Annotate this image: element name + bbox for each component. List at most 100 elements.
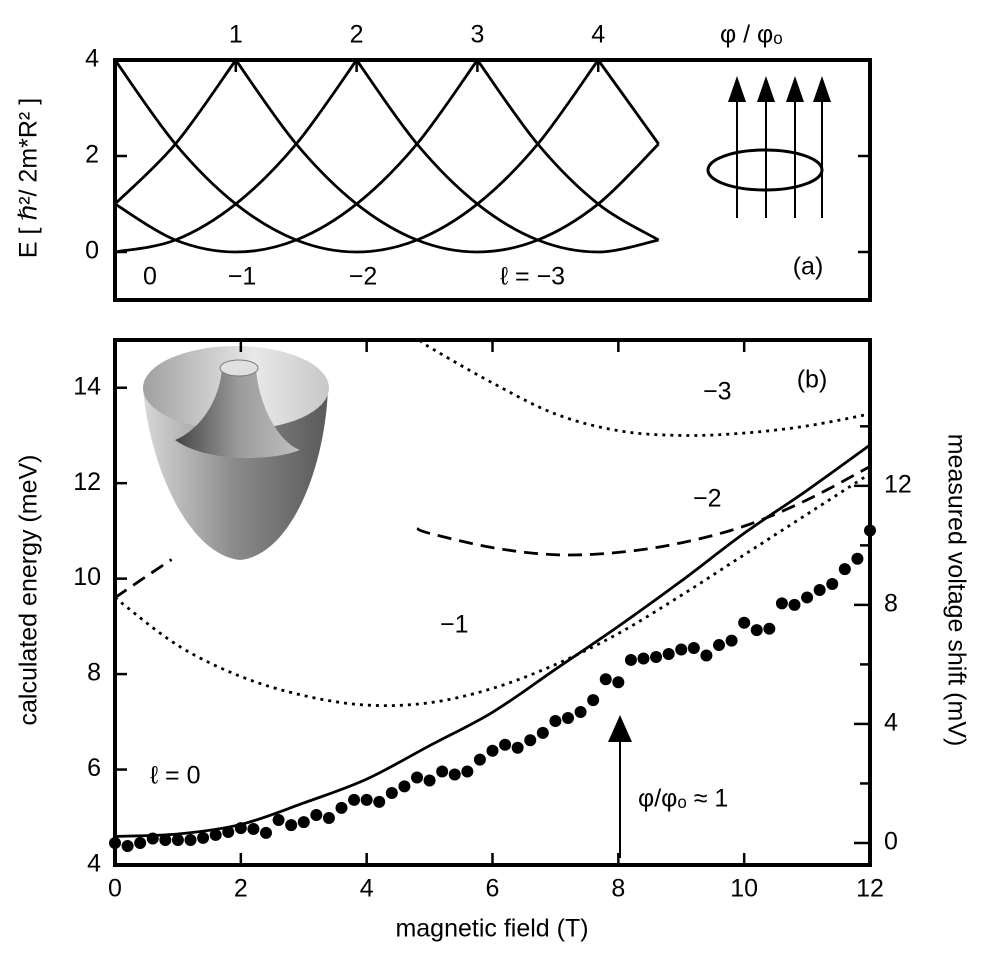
y2-tick-label: 4 — [884, 709, 898, 737]
annotation: ℓ = −3 — [500, 263, 565, 291]
data-point — [348, 793, 361, 806]
annotation: −2 — [693, 485, 722, 513]
data-point — [549, 714, 562, 727]
data-point — [725, 634, 738, 647]
data-point — [285, 819, 298, 832]
data-point — [222, 825, 235, 838]
data-point — [511, 741, 524, 754]
data-point — [486, 744, 499, 757]
y-tick-label: 0 — [85, 237, 99, 265]
x-tick-label: 2 — [350, 21, 364, 49]
data-point — [473, 753, 486, 766]
y2-tick-label: 12 — [884, 470, 912, 498]
data-point — [360, 793, 373, 806]
data-point — [247, 822, 260, 835]
data-point — [838, 563, 851, 576]
data-point — [159, 834, 172, 846]
data-point — [599, 673, 612, 686]
data-point — [499, 738, 512, 751]
plot-frame — [113, 338, 872, 867]
annotation: −1 — [440, 611, 469, 639]
x-tick-label: 10 — [730, 875, 758, 903]
data-point — [373, 795, 386, 808]
data-point — [826, 578, 839, 591]
data-line — [355, 59, 659, 254]
data-line — [416, 465, 870, 557]
data-point — [612, 676, 625, 689]
annotation: 0 — [143, 263, 157, 291]
data-point — [624, 653, 637, 666]
y2-axis-label: measured voltage shift (mV) — [942, 434, 970, 747]
data-point — [536, 726, 549, 739]
annotation: (a) — [793, 253, 824, 281]
data-line — [115, 59, 237, 205]
data-point — [637, 652, 650, 665]
data-point — [461, 765, 474, 778]
y-axis-label: E [ ℏ²/ 2m*R² ] — [15, 98, 43, 258]
x-tick-label: 6 — [486, 875, 500, 903]
x-tick-label: 3 — [470, 21, 484, 49]
x-tick-label: 4 — [591, 21, 605, 49]
annotation: −2 — [349, 263, 378, 291]
data-point — [813, 584, 826, 596]
data-point — [738, 616, 751, 629]
plot-frame — [113, 58, 872, 302]
data-line — [419, 340, 870, 437]
data-line — [597, 59, 660, 145]
data-point — [398, 780, 411, 793]
data-point — [234, 822, 247, 835]
data-point — [171, 834, 184, 846]
x-axis-label: φ / φₒ — [720, 21, 783, 49]
data-point — [121, 839, 134, 852]
data-point — [184, 834, 197, 846]
data-point — [322, 811, 335, 824]
data-point — [297, 816, 310, 829]
data-point — [411, 771, 423, 784]
data-point — [687, 642, 700, 655]
data-line — [115, 59, 600, 254]
x-tick-label: 12 — [856, 875, 884, 903]
annotation: −3 — [703, 378, 732, 406]
y2-tick-label: 8 — [884, 589, 898, 617]
data-point — [310, 809, 323, 821]
data-point — [385, 786, 398, 799]
data-point — [423, 774, 436, 787]
data-point — [146, 832, 159, 845]
data-point — [448, 768, 461, 781]
annotation: −1 — [228, 263, 257, 291]
x-tick-label: 4 — [360, 875, 374, 903]
y-tick-label: 8 — [87, 659, 101, 687]
data-point — [801, 591, 814, 604]
x-tick-label: 0 — [108, 875, 122, 903]
y-tick-label: 6 — [87, 754, 101, 782]
ring-inset — [706, 76, 831, 218]
data-line — [115, 59, 479, 254]
data-point — [713, 639, 725, 652]
data-line — [115, 558, 173, 599]
y-tick-label: 14 — [73, 372, 101, 400]
data-point — [700, 649, 713, 662]
data-point — [209, 828, 222, 841]
data-line — [476, 59, 660, 242]
data-point — [436, 765, 449, 778]
flux-arrow — [608, 715, 632, 858]
data-point — [335, 801, 348, 814]
data-point — [524, 734, 537, 747]
data-point — [675, 643, 688, 656]
annotation: (b) — [797, 366, 828, 394]
data-point — [763, 622, 776, 635]
y-tick-label: 10 — [73, 563, 101, 591]
annotation: φ/φₒ ≈ 1 — [638, 785, 728, 813]
x-tick-label: 8 — [611, 875, 625, 903]
data-point — [562, 711, 574, 724]
data-point — [260, 826, 272, 839]
data-point — [134, 836, 147, 849]
data-point — [574, 706, 587, 719]
x-axis-label: magnetic field (T) — [395, 915, 588, 943]
data-point — [662, 647, 675, 660]
y-tick-label: 4 — [85, 45, 99, 73]
bowl-inset — [143, 346, 329, 560]
data-point — [650, 650, 663, 663]
y2-tick-label: 0 — [884, 828, 898, 856]
